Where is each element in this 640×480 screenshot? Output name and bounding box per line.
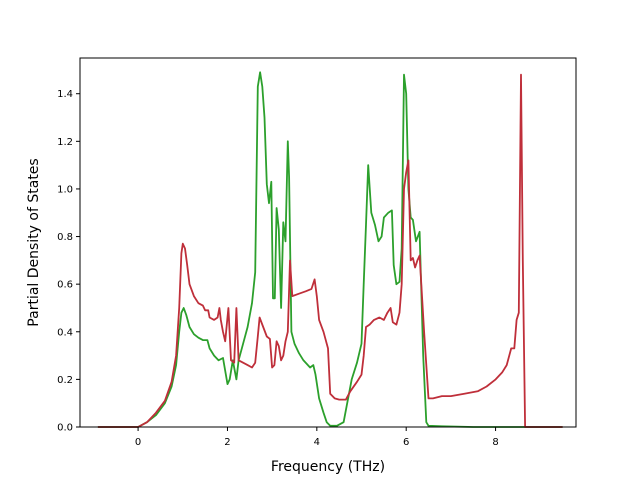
y-tick-label: 1.0: [57, 184, 73, 195]
y-axis-ticks: 0.0 0.2 0.4 0.6 0.8 1.0 1.2 1.4: [57, 89, 80, 434]
x-axis-label: Frequency (THz): [271, 459, 385, 475]
series-layer: [97, 71, 563, 428]
y-tick-label: 0.2: [57, 375, 73, 386]
y-tick-label: 1.2: [57, 137, 73, 148]
x-tick-label: 2: [224, 437, 230, 448]
y-tick-label: 0.6: [57, 280, 73, 291]
x-tick-label: 0: [135, 437, 141, 448]
y-tick-label: 0.8: [57, 232, 73, 243]
x-tick-label: 4: [314, 437, 320, 448]
series-line-1: [97, 71, 563, 428]
y-axis-label: Partial Density of States: [26, 158, 42, 326]
plot-frame: [79, 57, 577, 428]
x-axis-ticks: 0 2 4 6 8: [135, 427, 499, 448]
x-tick-label: 8: [492, 437, 498, 448]
y-tick-label: 0.4: [57, 327, 73, 338]
series-line-2: [97, 73, 563, 428]
y-tick-label: 0.0: [57, 423, 73, 434]
x-tick-label: 6: [403, 437, 409, 448]
y-tick-label: 1.4: [57, 89, 73, 100]
